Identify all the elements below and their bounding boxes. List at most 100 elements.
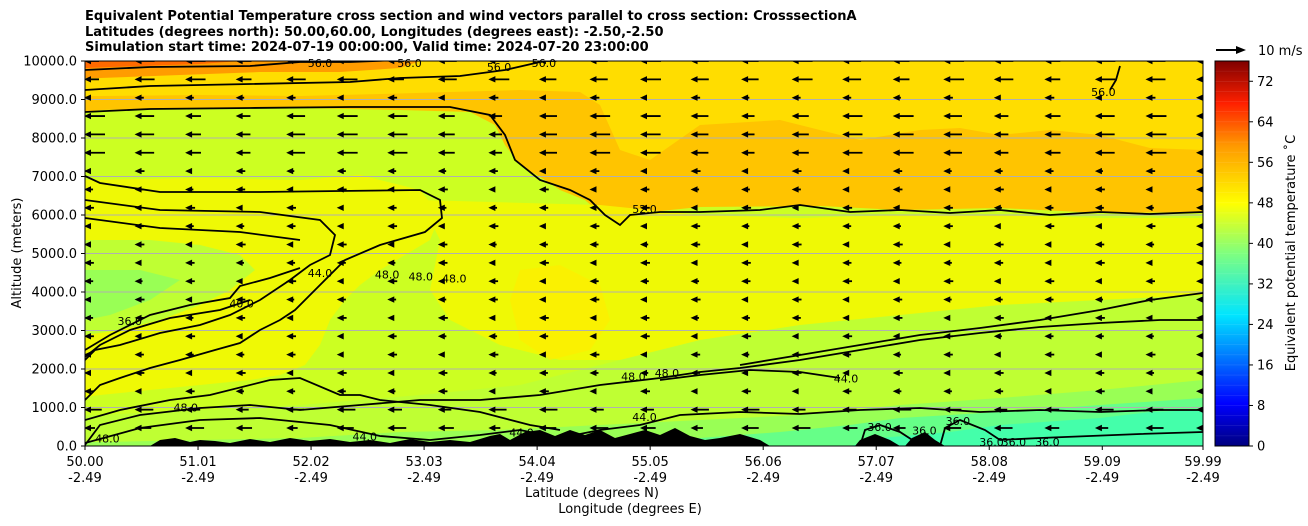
wind-vector-head <box>538 406 546 413</box>
wind-vector-head <box>1145 204 1153 211</box>
wind-vector-head <box>286 76 294 83</box>
wind-vector-head <box>791 278 799 285</box>
wind-vector-head <box>336 94 344 101</box>
wind-vector-head <box>741 388 749 395</box>
wind-vector-head <box>488 61 496 65</box>
wind-vector-head <box>1145 167 1153 175</box>
wind-vector-head <box>1044 112 1052 120</box>
wind-vector-head <box>892 259 900 267</box>
wind-vector-head <box>235 388 243 395</box>
wind-vector-head <box>387 333 395 340</box>
wind-vector-head <box>1094 424 1102 432</box>
contour-label: 48.0 <box>621 371 646 384</box>
wind-vector-head <box>488 333 496 340</box>
wind-vector-head <box>185 94 193 101</box>
wind-vector-head <box>993 424 1001 432</box>
wind-vector-head <box>690 167 698 175</box>
colorbar-tick-label: 64 <box>1257 115 1274 130</box>
wind-vector-head <box>85 131 91 138</box>
wind-vector-head <box>842 296 850 303</box>
wind-vector-head <box>488 94 496 101</box>
wind-vector-head <box>336 76 344 83</box>
wind-vector-head <box>943 241 951 248</box>
wind-vector-head <box>1044 406 1052 413</box>
wind-vector-head <box>437 204 445 211</box>
wind-vector-head <box>1196 424 1203 432</box>
x-tick-label-lat: 55.05 <box>632 455 669 470</box>
wind-vector-head <box>1094 76 1102 83</box>
wind-vector-head <box>993 186 1001 193</box>
contour-label: 48.0 <box>375 269 400 282</box>
wind-vector-head <box>235 94 243 101</box>
wind-vector-head <box>690 241 698 248</box>
wind-vector-head <box>286 222 294 230</box>
wind-vector-head <box>488 278 496 285</box>
wind-vector-head <box>943 278 951 285</box>
wind-vector-head <box>387 388 395 395</box>
wind-vector-head <box>1145 424 1153 432</box>
wind-vector-head <box>235 296 243 303</box>
wind-vector-head <box>993 241 1001 248</box>
wind-vector-head <box>791 406 799 413</box>
wind-vector-head <box>336 131 344 138</box>
wind-vector-head <box>336 388 344 395</box>
wind-vector-head <box>640 112 647 120</box>
wind-vector-head <box>690 333 698 340</box>
wind-vector-head <box>741 278 749 285</box>
wind-vector-head <box>185 112 193 120</box>
wind-vector-head <box>85 351 91 358</box>
wind-vector-head <box>1145 222 1153 230</box>
wind-vector-head <box>286 259 294 267</box>
colorbar-frame <box>1214 60 1250 447</box>
x-tick-label-lat: 56.06 <box>745 455 782 470</box>
wind-vector-head <box>690 424 698 432</box>
x-tick-label-lon: -2.49 <box>68 471 102 486</box>
wind-vector-head <box>437 333 445 340</box>
wind-vector-head <box>286 149 294 156</box>
wind-vector-head <box>134 388 142 395</box>
wind-vector-head <box>286 241 294 248</box>
wind-vector-head <box>741 112 749 120</box>
wind-vector-head <box>993 76 1001 83</box>
wind-vector-head <box>336 314 344 322</box>
wind-vector-head <box>1094 204 1102 211</box>
x-tick-label-lat: 57.07 <box>858 455 895 470</box>
wind-vector-head <box>741 76 749 83</box>
wind-vector-head <box>1044 388 1052 395</box>
wind-vector-head <box>336 296 344 303</box>
wind-vector-head <box>943 314 951 322</box>
wind-vector-head <box>538 76 546 83</box>
wind-vector-head <box>1044 167 1052 175</box>
wind-vector-head <box>892 222 900 230</box>
wind-vector-head <box>1094 222 1102 230</box>
wind-vector-head <box>1044 76 1052 83</box>
wind-vector-head <box>1044 369 1052 377</box>
wind-vector-head <box>1094 314 1102 322</box>
wind-vector-head <box>134 76 142 83</box>
wind-vector-head <box>943 112 951 120</box>
contour-56-upper <box>85 61 541 91</box>
contour-label: 36.0 <box>979 436 1004 449</box>
wind-vector-head <box>1044 131 1052 138</box>
wind-vector-head <box>842 424 850 432</box>
wind-vector-head <box>993 149 1001 156</box>
wind-vector-head <box>387 131 395 138</box>
chart-title: Equivalent Potential Temperature cross s… <box>85 9 857 56</box>
wind-vector-head <box>336 222 344 230</box>
colorbar: 0 8 16 24 32 40 48 56 64 72 Equivalent potential … <box>1214 60 1299 455</box>
wind-vector-head <box>690 296 698 303</box>
wind-vector-head <box>741 259 749 267</box>
wind-vector-head <box>1196 186 1203 193</box>
wind-vector-head <box>437 351 445 358</box>
contour-labels: 56.0 56.0 56.0 56.0 56.0 52.0 48.0 48.0 48.0 48.0… <box>95 57 1116 449</box>
wind-vector-head <box>538 351 546 358</box>
wind-vector-head <box>488 424 496 432</box>
wind-vector-head <box>1196 333 1203 340</box>
wind-vector-head <box>892 333 900 340</box>
wind-vector-head <box>741 204 749 211</box>
wind-vector-head <box>185 167 193 175</box>
wind-vector-head <box>589 204 597 211</box>
colorbar-tick-label: 72 <box>1257 75 1274 90</box>
wind-vector-head <box>892 388 900 395</box>
wind-vector-head <box>538 204 546 211</box>
